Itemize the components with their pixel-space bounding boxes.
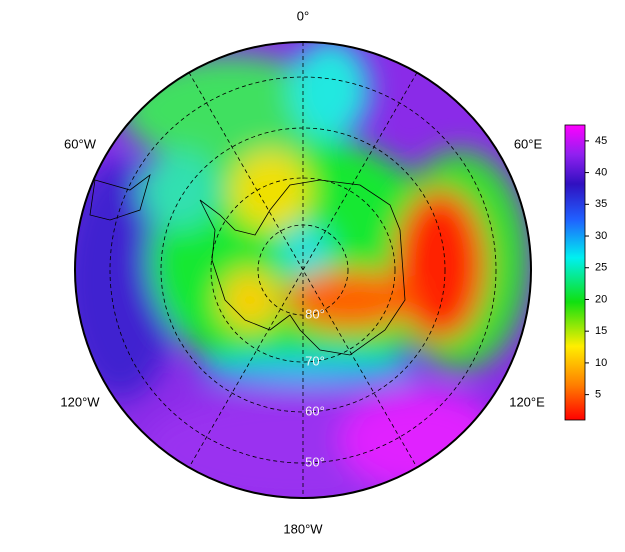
coastline	[89, 173, 151, 221]
longitude-label: 120°W	[60, 394, 100, 409]
colorbar-tick-label: 25	[595, 262, 607, 274]
latitude-label: 80°	[305, 306, 325, 321]
latitude-label: 70°	[305, 353, 325, 368]
colorbar-tick-label: 30	[595, 230, 607, 242]
latitude-label: 60°	[305, 403, 325, 418]
longitude-label: 180°W	[283, 521, 323, 536]
map-border	[74, 41, 532, 499]
latitude-label: 50°	[305, 454, 325, 469]
graticule	[109, 42, 497, 498]
coastline	[199, 179, 406, 356]
longitude-label: 0°	[297, 8, 309, 23]
data-field	[75, 42, 531, 498]
colorbar-tick-label: 15	[595, 325, 607, 337]
longitude-label: 60°W	[64, 136, 97, 151]
colorbar-tick-label: 45	[595, 135, 607, 147]
longitude-label: 60°E	[514, 136, 543, 151]
colorbar-tick-label: 40	[595, 166, 607, 178]
colorbar-tick-label: 35	[595, 198, 607, 210]
longitude-label: 120°E	[509, 394, 545, 409]
colorbar-tick-label: 5	[595, 389, 601, 401]
colorbar-tick-label: 10	[595, 357, 607, 369]
colorbar	[564, 124, 586, 421]
colorbar-tick-label: 20	[595, 293, 607, 305]
